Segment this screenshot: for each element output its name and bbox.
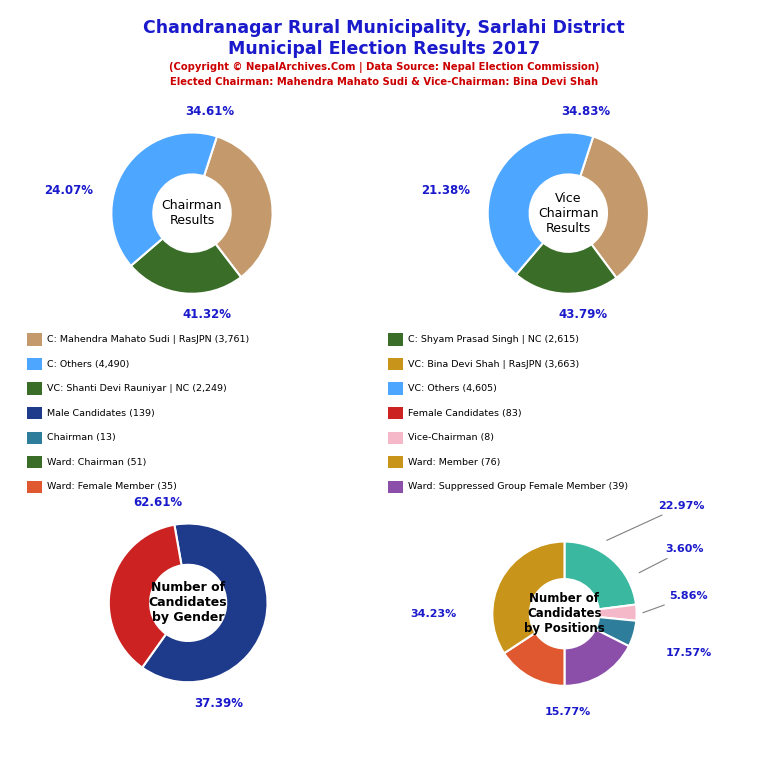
Text: Number of
Candidates
by Gender: Number of Candidates by Gender [149, 581, 227, 624]
Text: Chairman (13): Chairman (13) [47, 433, 116, 442]
Text: Vice-Chairman (8): Vice-Chairman (8) [408, 433, 494, 442]
Text: (Copyright © NepalArchives.Com | Data Source: Nepal Election Commission): (Copyright © NepalArchives.Com | Data So… [169, 61, 599, 72]
Wedge shape [516, 243, 617, 293]
Text: Ward: Female Member (35): Ward: Female Member (35) [47, 482, 177, 492]
Wedge shape [581, 137, 649, 278]
Wedge shape [564, 629, 629, 686]
Wedge shape [109, 525, 181, 667]
Text: 37.39%: 37.39% [194, 697, 243, 710]
Text: C: Shyam Prasad Singh | NC (2,615): C: Shyam Prasad Singh | NC (2,615) [408, 335, 579, 344]
Text: Ward: Member (76): Ward: Member (76) [408, 458, 500, 467]
Wedge shape [492, 541, 564, 654]
Wedge shape [595, 617, 636, 646]
Text: Female Candidates (83): Female Candidates (83) [408, 409, 521, 418]
Text: 3.60%: 3.60% [639, 545, 704, 573]
Text: C: Mahendra Mahato Sudi | RasJPN (3,761): C: Mahendra Mahato Sudi | RasJPN (3,761) [47, 335, 249, 344]
Text: Ward: Chairman (51): Ward: Chairman (51) [47, 458, 146, 467]
Wedge shape [142, 524, 267, 682]
Text: 17.57%: 17.57% [666, 648, 712, 658]
Text: 62.61%: 62.61% [134, 496, 183, 509]
Wedge shape [504, 633, 564, 686]
Text: VC: Shanti Devi Rauniyar | NC (2,249): VC: Shanti Devi Rauniyar | NC (2,249) [47, 384, 227, 393]
Text: C: Others (4,490): C: Others (4,490) [47, 359, 129, 369]
Text: 34.61%: 34.61% [185, 105, 234, 118]
Text: Elected Chairman: Mahendra Mahato Sudi & Vice-Chairman: Bina Devi Shah: Elected Chairman: Mahendra Mahato Sudi &… [170, 77, 598, 87]
Wedge shape [111, 133, 217, 266]
Text: Male Candidates (139): Male Candidates (139) [47, 409, 154, 418]
Wedge shape [131, 238, 241, 293]
Wedge shape [488, 133, 593, 275]
Text: Ward: Suppressed Group Female Member (39): Ward: Suppressed Group Female Member (39… [408, 482, 628, 492]
Wedge shape [204, 137, 273, 277]
Text: Number of
Candidates
by Positions: Number of Candidates by Positions [524, 592, 605, 635]
Text: Municipal Election Results 2017: Municipal Election Results 2017 [228, 40, 540, 58]
Text: 34.23%: 34.23% [410, 609, 456, 619]
Text: 21.38%: 21.38% [421, 184, 470, 197]
Text: VC: Bina Devi Shah | RasJPN (3,663): VC: Bina Devi Shah | RasJPN (3,663) [408, 359, 579, 369]
Wedge shape [599, 604, 637, 621]
Text: Chairman
Results: Chairman Results [162, 199, 222, 227]
Text: 34.83%: 34.83% [561, 105, 611, 118]
Wedge shape [564, 541, 636, 609]
Text: VC: Others (4,605): VC: Others (4,605) [408, 384, 497, 393]
Text: Vice
Chairman
Results: Vice Chairman Results [538, 192, 598, 234]
Text: 5.86%: 5.86% [643, 591, 708, 613]
Text: 15.77%: 15.77% [545, 707, 591, 717]
Text: 41.32%: 41.32% [182, 308, 231, 321]
Text: 24.07%: 24.07% [45, 184, 94, 197]
Text: Chandranagar Rural Municipality, Sarlahi District: Chandranagar Rural Municipality, Sarlahi… [143, 19, 625, 37]
Text: 22.97%: 22.97% [607, 501, 705, 541]
Text: 43.79%: 43.79% [558, 308, 607, 321]
